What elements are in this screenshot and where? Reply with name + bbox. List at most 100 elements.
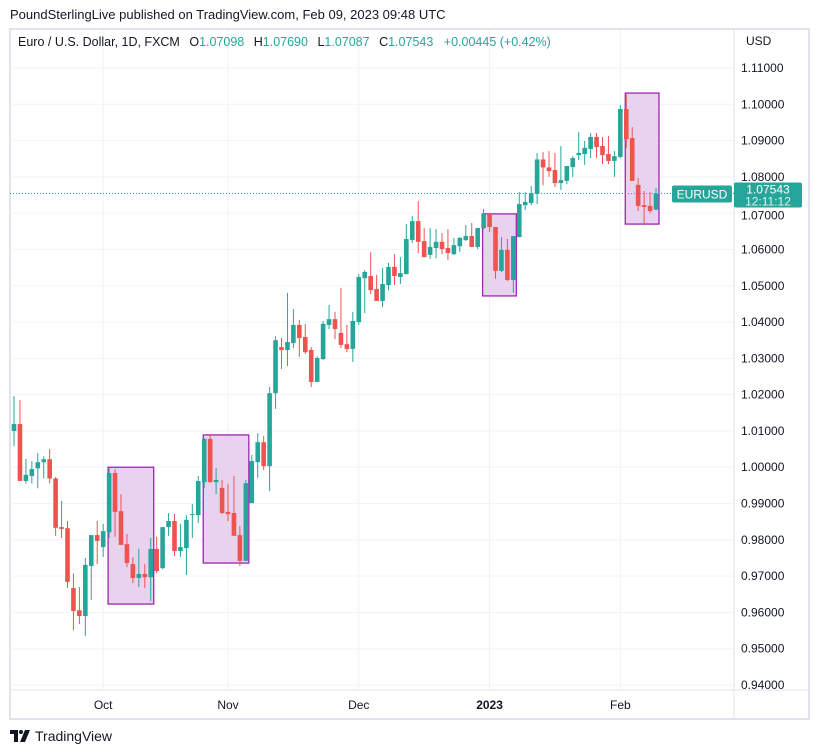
- candle-body: [243, 483, 249, 561]
- candle: [11, 396, 17, 447]
- tradingview-logo[interactable]: TradingView: [10, 728, 112, 744]
- last-price-label: 1.07543: [746, 182, 790, 196]
- candle-body: [398, 273, 403, 278]
- high-label: H: [253, 35, 263, 49]
- candle: [588, 132, 593, 159]
- candle-body: [41, 459, 47, 463]
- candle: [267, 387, 272, 492]
- candle-body: [71, 588, 76, 611]
- price-tick-label: 0.96000: [741, 605, 785, 619]
- candles: [11, 94, 659, 637]
- candle-body: [106, 473, 112, 533]
- candle-body: [493, 226, 498, 271]
- chart-frame: [9, 28, 810, 720]
- candle-body: [249, 461, 255, 504]
- candle: [570, 156, 576, 177]
- price-tick-label: 1.11000: [741, 61, 784, 75]
- candle: [41, 456, 47, 479]
- candle: [77, 587, 82, 625]
- candle: [190, 503, 195, 539]
- candle: [534, 152, 540, 205]
- candle-body: [118, 511, 124, 545]
- candle: [368, 252, 373, 295]
- open-value: 1.07098: [199, 35, 245, 49]
- candle: [35, 453, 41, 489]
- candle: [71, 573, 76, 631]
- candle-body: [11, 424, 17, 431]
- candle-body: [570, 158, 576, 168]
- candle-body: [487, 213, 492, 227]
- candle: [594, 132, 599, 159]
- candle: [511, 236, 516, 294]
- candle: [576, 131, 582, 161]
- candle: [469, 222, 475, 247]
- candle-body: [184, 519, 189, 549]
- candle: [273, 336, 278, 409]
- candle-body: [225, 511, 231, 515]
- price-tick-label: 1.05000: [741, 279, 785, 293]
- candle-body: [267, 393, 272, 467]
- candle: [487, 213, 492, 233]
- candle: [451, 237, 457, 255]
- candle-body: [421, 241, 427, 258]
- candle-body: [59, 527, 64, 529]
- candle: [629, 127, 635, 181]
- candle-body: [172, 520, 177, 552]
- candle: [404, 224, 409, 275]
- candle: [279, 338, 284, 369]
- candle: [623, 94, 629, 148]
- candle-body: [308, 350, 314, 382]
- candle: [29, 461, 35, 484]
- candle-body: [94, 535, 100, 541]
- candle-body: [582, 147, 587, 155]
- candle-body: [47, 459, 52, 479]
- candle: [427, 228, 433, 259]
- candle-body: [362, 271, 368, 279]
- candle-body: [35, 462, 41, 469]
- candle: [83, 557, 88, 637]
- high-value: 1.07690: [262, 35, 308, 49]
- candle-body: [374, 289, 379, 302]
- candle: [302, 323, 308, 354]
- candle-body: [356, 277, 362, 323]
- candle-body: [350, 320, 356, 349]
- candle-body: [166, 520, 171, 528]
- low-label: L: [317, 35, 325, 49]
- candle: [88, 535, 94, 601]
- candle: [195, 475, 201, 524]
- close-label: C: [379, 35, 389, 49]
- candle-body: [600, 146, 605, 156]
- close-value: 1.07543: [388, 35, 434, 49]
- candle: [564, 165, 570, 185]
- candle: [356, 274, 362, 325]
- candle: [392, 254, 397, 286]
- low-value: 1.07087: [324, 35, 370, 49]
- candle-body: [279, 347, 284, 351]
- candle-body: [261, 442, 266, 467]
- price-tick-label: 1.03000: [741, 351, 785, 365]
- candle-body: [618, 109, 623, 157]
- candle-body: [576, 152, 582, 156]
- candle-body: [207, 438, 213, 483]
- candle: [409, 216, 415, 243]
- publisher-line: PoundSterlingLive published on TradingVi…: [10, 7, 446, 22]
- candle: [522, 192, 528, 210]
- candle: [433, 229, 439, 259]
- candle-body: [130, 564, 136, 578]
- candle: [94, 520, 100, 565]
- candle-body: [540, 159, 546, 168]
- time-tick-label: 2023: [476, 698, 503, 712]
- price-tick-label: 1.10000: [741, 97, 785, 111]
- candle: [612, 151, 617, 177]
- candle-body: [219, 487, 225, 513]
- price-tick-label: 0.98000: [741, 533, 785, 547]
- chart-legend: Euro / U.S. Dollar, 1D, FXCM O1.07098 H1…: [18, 35, 551, 49]
- candle: [641, 191, 647, 226]
- candle: [439, 233, 445, 255]
- candle-body: [190, 514, 195, 516]
- candle: [362, 270, 368, 313]
- candle-body: [386, 266, 391, 286]
- candle: [225, 483, 231, 521]
- candle: [154, 536, 159, 574]
